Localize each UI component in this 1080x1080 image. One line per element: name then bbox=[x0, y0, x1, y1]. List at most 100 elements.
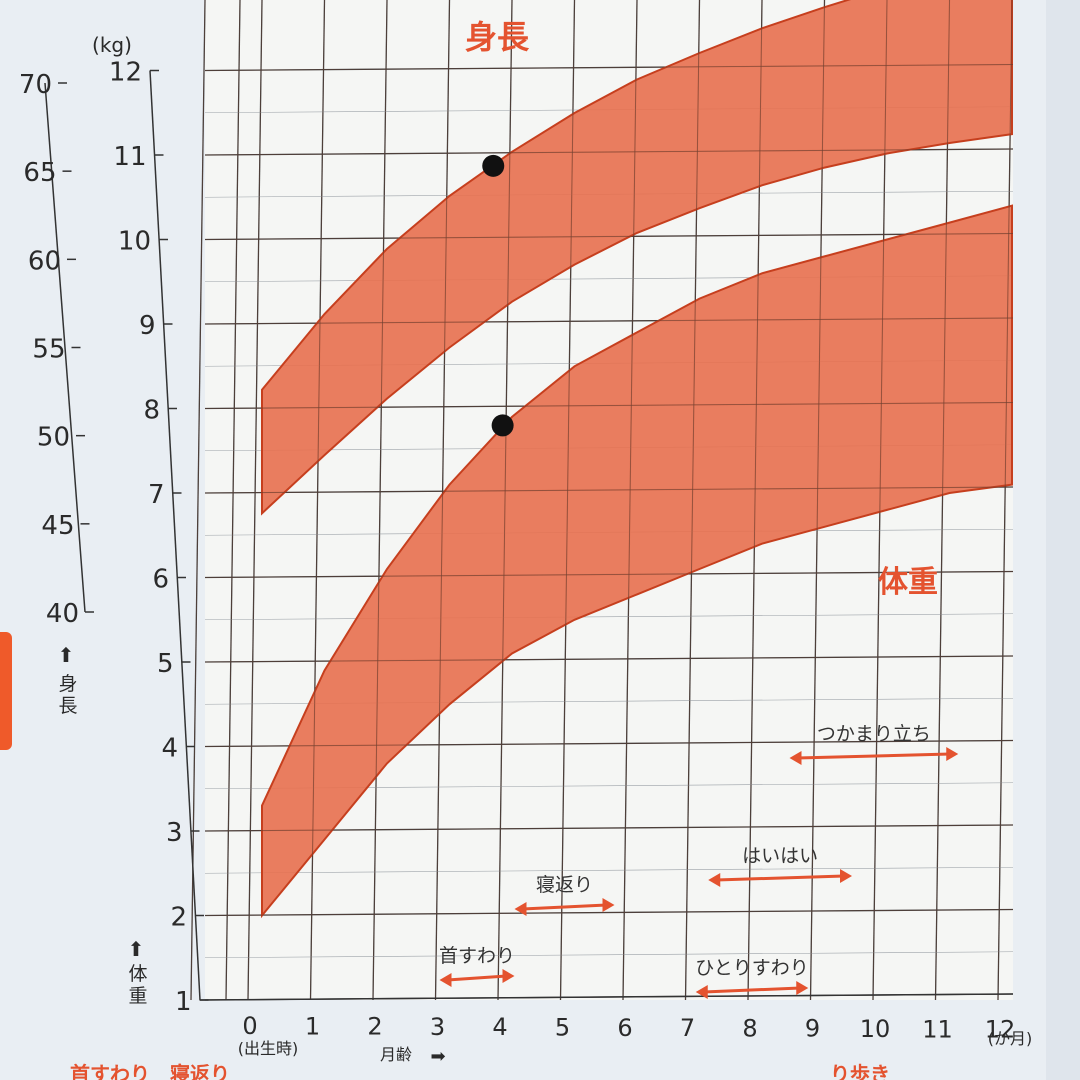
height-tick-label: 50 bbox=[37, 423, 70, 453]
height-axis-line bbox=[44, 82, 86, 613]
weight-axis-line bbox=[149, 70, 201, 1001]
height-tick-label: 65 bbox=[23, 158, 56, 188]
weight-tick-label: 5 bbox=[157, 649, 174, 679]
height-tick-label: 40 bbox=[46, 599, 79, 629]
milestone-arrow-right bbox=[602, 898, 615, 912]
milestone-arrow-left bbox=[789, 751, 802, 765]
weight-axis-label-char: 重 bbox=[128, 985, 147, 1007]
grid-line-overlay bbox=[810, 0, 825, 1001]
milestone-arrow-right bbox=[796, 981, 809, 995]
milestone-bar bbox=[703, 986, 801, 994]
height-tick-label: 55 bbox=[32, 335, 65, 365]
grid-line-overlay bbox=[204, 486, 1014, 494]
weight-band-label: 体重 bbox=[878, 565, 938, 600]
weight-tick-label: 6 bbox=[152, 565, 169, 595]
weight-tick-label: 4 bbox=[161, 734, 178, 764]
milestone-label: 寝返り bbox=[536, 874, 593, 896]
weight-tick-label: 3 bbox=[166, 818, 183, 848]
grid-line-overlay bbox=[204, 824, 1014, 832]
grid-line-overlay bbox=[225, 0, 241, 1001]
grid-line-overlay bbox=[204, 655, 1014, 663]
weight-tick-label: 12 bbox=[109, 58, 142, 88]
grid-line-overlay bbox=[204, 402, 1014, 409]
page-edge-strip bbox=[1046, 0, 1080, 1080]
height-band-label: 身長 bbox=[465, 18, 530, 56]
milestone-arrow-left bbox=[439, 973, 452, 987]
height-tick-label: 70 bbox=[19, 70, 52, 100]
x-axis-line bbox=[199, 993, 1014, 1001]
x-tick-sublabel: (出生時) bbox=[238, 1039, 299, 1058]
weight-tick-label: 9 bbox=[139, 311, 156, 341]
weight-axis-arrow: ⬆ bbox=[128, 937, 145, 961]
data-point-weight bbox=[491, 414, 514, 437]
x-axis-arrow: ➡ bbox=[430, 1046, 445, 1067]
grid-line-overlay bbox=[747, 0, 763, 1001]
milestone-label: はいはい bbox=[742, 845, 818, 867]
x-axis-label: 月齢 bbox=[380, 1045, 412, 1064]
data-point-height bbox=[482, 154, 505, 177]
grid-line-minor bbox=[204, 866, 1014, 874]
grid-line-overlay bbox=[204, 233, 1014, 240]
weight-tick-label: 7 bbox=[148, 480, 165, 510]
grid-line-minor bbox=[204, 951, 1014, 959]
orange-side-tab bbox=[0, 632, 12, 750]
x-tick-label: 2 bbox=[367, 1013, 382, 1041]
milestone-arrow-left bbox=[695, 985, 708, 999]
milestone-arrow-left bbox=[708, 873, 721, 887]
grid-line-overlay bbox=[935, 0, 950, 1001]
milestone-arrow-left bbox=[514, 902, 527, 916]
milestone-arrow-right bbox=[840, 869, 852, 883]
weight-tick-label: 11 bbox=[113, 142, 146, 172]
grid-line-overlay bbox=[204, 148, 1014, 156]
x-tick-label: 11 bbox=[922, 1015, 953, 1043]
x-tick-label: 8 bbox=[742, 1014, 757, 1042]
milestone-bar bbox=[522, 903, 607, 911]
height-band bbox=[261, 0, 1013, 516]
weight-tick-label: 8 bbox=[143, 396, 160, 426]
grid-line-overlay bbox=[997, 0, 1013, 1001]
x-tick-label: 4 bbox=[492, 1013, 507, 1041]
grid-line-overlay bbox=[497, 0, 513, 1001]
grid-line-overlay bbox=[872, 0, 888, 1001]
grid-line-overlay bbox=[204, 317, 1014, 325]
grid-line-overlay bbox=[560, 0, 575, 1001]
milestone-arrow-right bbox=[946, 747, 959, 761]
x-tick-label: 12 bbox=[985, 1016, 1016, 1044]
height-tick-label: 60 bbox=[28, 246, 61, 276]
x-tick-label: 1 bbox=[305, 1012, 320, 1040]
x-tick-label: 7 bbox=[680, 1014, 695, 1042]
weight-axis-label-char: 体 bbox=[128, 963, 147, 985]
grid-line-overlay bbox=[204, 909, 1014, 916]
height-axis-label-char: 長 bbox=[58, 695, 77, 717]
weight-tick-label: 1 bbox=[175, 987, 192, 1017]
grid-line-overlay bbox=[247, 0, 263, 1001]
footer-caption: 首すわり 寝返り り歩き bbox=[70, 1062, 890, 1080]
grid-line-overlay bbox=[204, 740, 1014, 747]
milestone-label: つかまり立ち bbox=[817, 723, 931, 745]
grid-line-overlay bbox=[685, 0, 700, 1001]
grid-line-overlay bbox=[622, 0, 638, 1001]
x-tick-label: 9 bbox=[805, 1015, 820, 1043]
milestone-label: ひとりすわり bbox=[695, 957, 808, 979]
milestone-bar bbox=[447, 974, 507, 982]
grid-line-overlay bbox=[310, 0, 325, 1001]
milestone-label: 首すわり bbox=[439, 945, 515, 967]
grid-line-overlay bbox=[204, 571, 1014, 578]
grid-line-overlay bbox=[190, 0, 206, 1001]
weight-band bbox=[261, 204, 1013, 919]
x-tick-label: 5 bbox=[555, 1014, 570, 1042]
grid-line-overlay bbox=[435, 0, 450, 1001]
height-axis-label-char: 身 bbox=[58, 673, 77, 695]
milestone-bar bbox=[716, 874, 845, 882]
height-axis-arrow: ⬆ bbox=[58, 643, 75, 667]
x-tick-label: 0 bbox=[242, 1012, 257, 1040]
x-tick-label: 3 bbox=[430, 1013, 445, 1041]
x-tick-label: 6 bbox=[617, 1014, 632, 1042]
weight-axis-unit: (kg) bbox=[92, 33, 132, 57]
x-tick-label: 10 bbox=[860, 1015, 891, 1043]
weight-tick-label: 10 bbox=[118, 227, 151, 257]
x-axis-unit: (か月) bbox=[988, 1029, 1033, 1048]
milestone-bar bbox=[797, 752, 951, 760]
